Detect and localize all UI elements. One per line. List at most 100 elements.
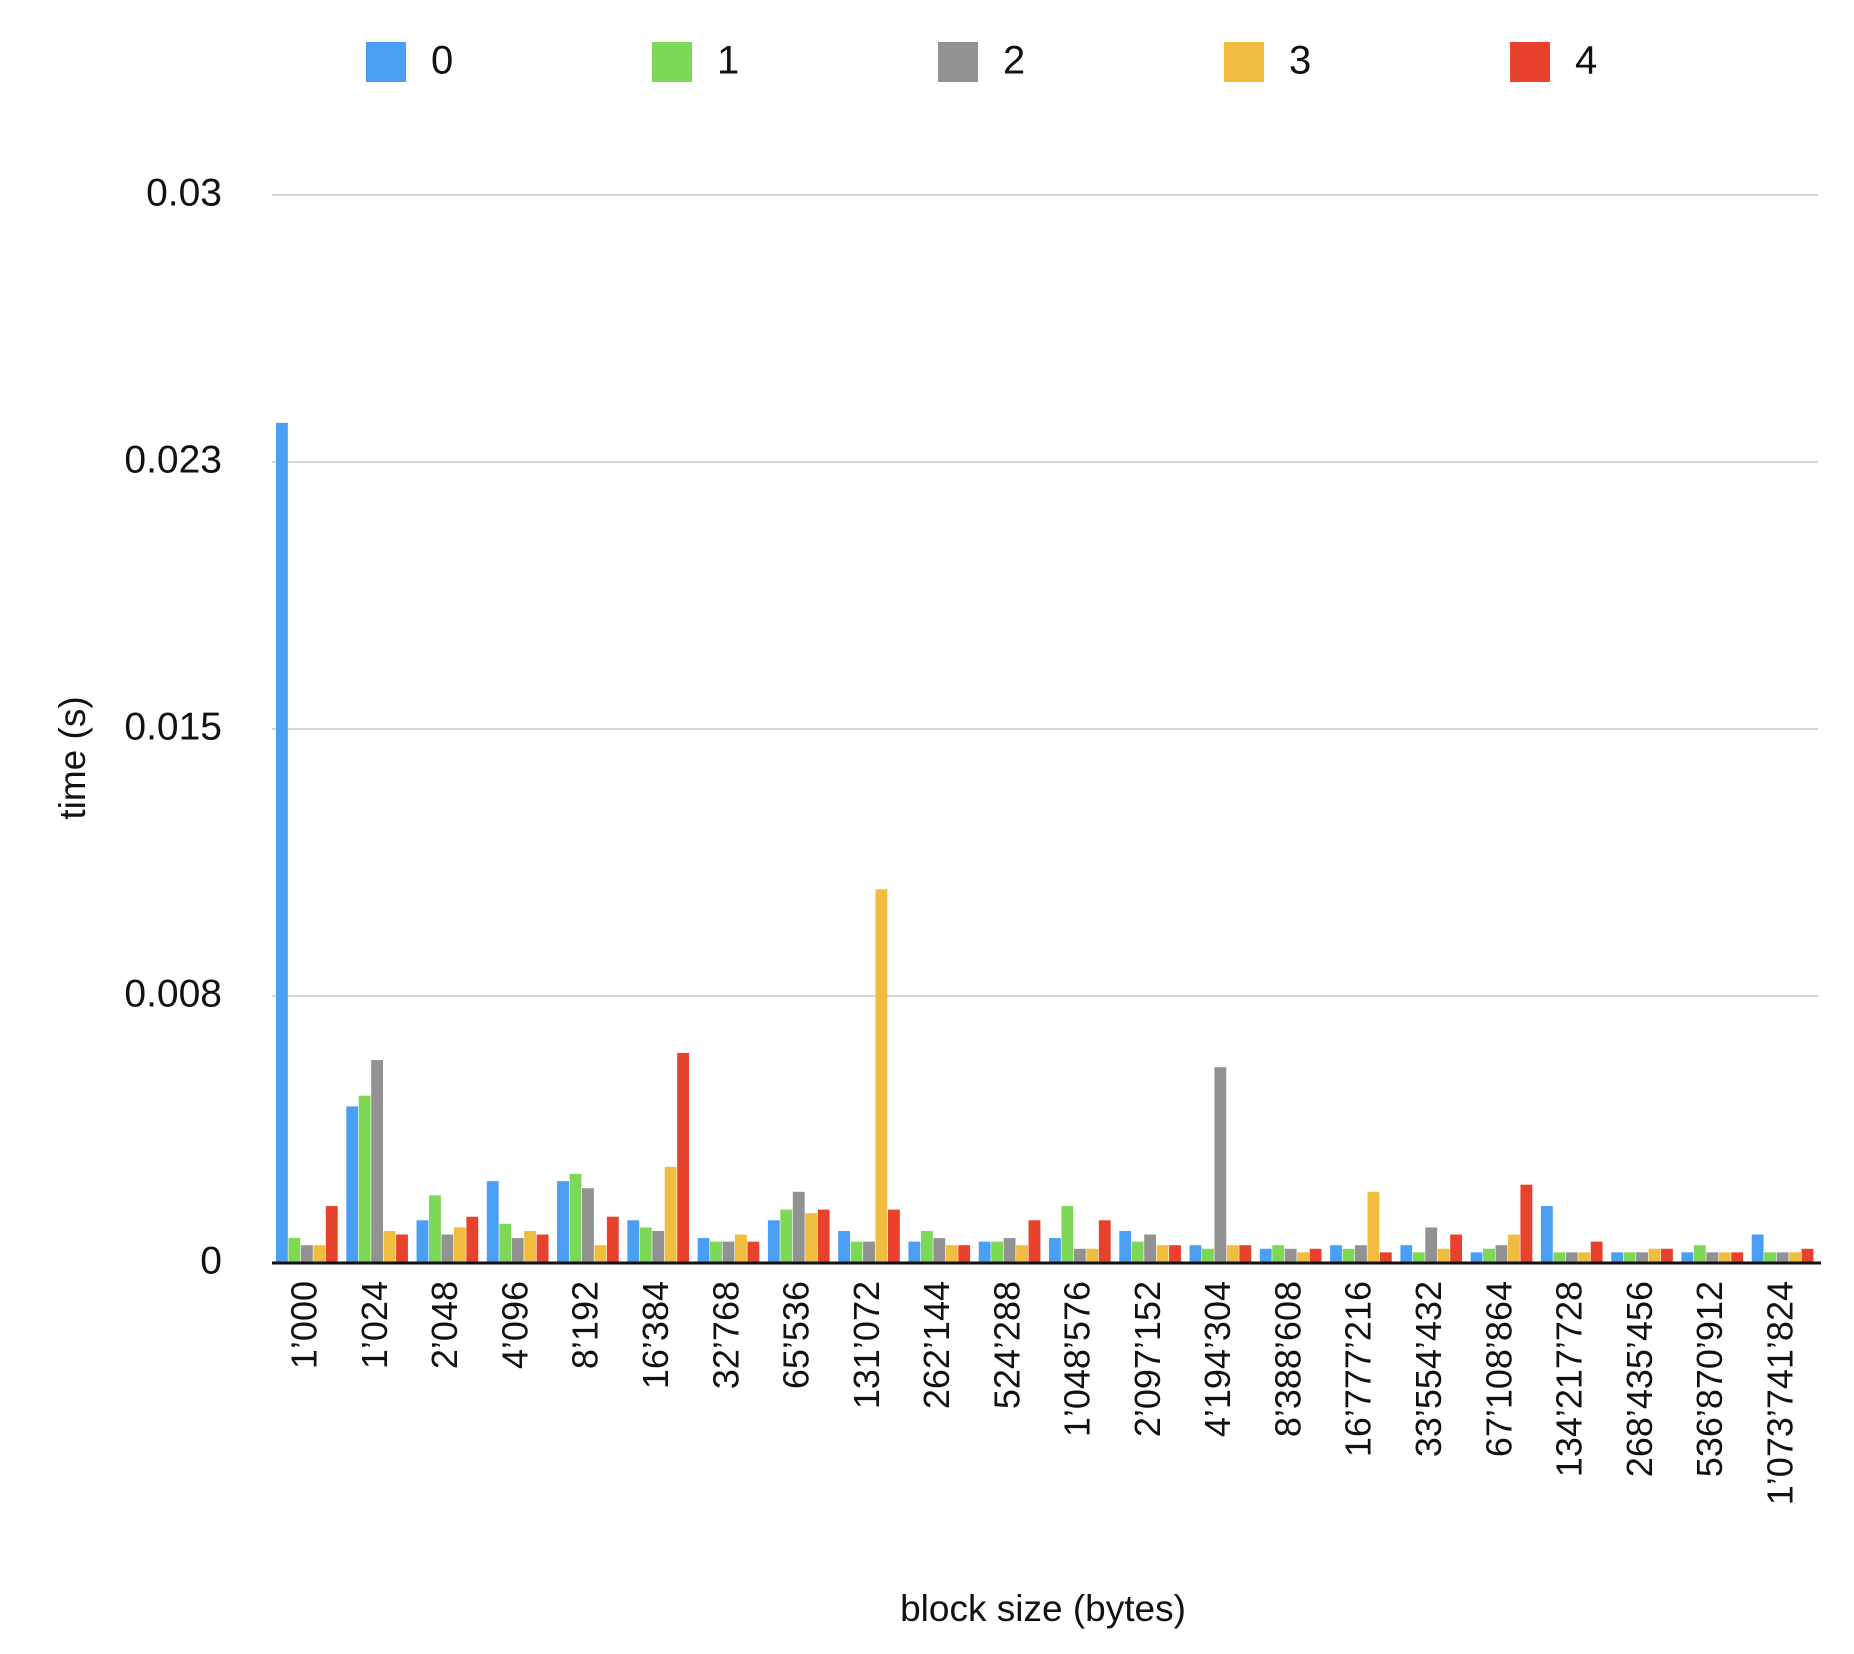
bar xyxy=(358,1095,371,1263)
legend-swatch xyxy=(652,42,692,82)
bar xyxy=(1049,1238,1061,1263)
x-tick-label: 1’000 xyxy=(284,1281,325,1369)
bar xyxy=(1119,1230,1132,1263)
x-tick-label: 134’217’728 xyxy=(1549,1281,1590,1477)
bar xyxy=(1400,1245,1413,1263)
bar xyxy=(767,1220,780,1263)
bar xyxy=(1520,1184,1533,1263)
bar xyxy=(1202,1248,1214,1263)
bar xyxy=(1437,1248,1450,1263)
bar xyxy=(524,1230,537,1263)
bar xyxy=(1342,1248,1355,1263)
bar xyxy=(1284,1248,1297,1263)
bar xyxy=(1131,1241,1144,1263)
bar xyxy=(276,422,288,1264)
x-tick-label: 1’073’741’824 xyxy=(1759,1281,1800,1505)
bar xyxy=(1086,1248,1099,1263)
y-tick-label: 0.015 xyxy=(124,705,222,748)
bar xyxy=(1450,1234,1463,1263)
x-tick-label: 4’096 xyxy=(494,1281,535,1369)
bar xyxy=(1801,1248,1814,1263)
bar xyxy=(313,1245,326,1263)
bar xyxy=(1565,1252,1578,1263)
legend-label: 2 xyxy=(1003,39,1025,83)
bar xyxy=(594,1245,607,1263)
bar xyxy=(557,1181,569,1263)
bar xyxy=(697,1238,710,1263)
bar xyxy=(1789,1252,1801,1263)
bar xyxy=(536,1234,549,1263)
bar xyxy=(1297,1252,1310,1263)
bar xyxy=(1495,1245,1508,1263)
x-tick-label: 2’048 xyxy=(424,1281,465,1369)
bar xyxy=(1578,1252,1591,1263)
bar xyxy=(1681,1252,1694,1263)
bar xyxy=(1226,1245,1239,1263)
bar xyxy=(652,1230,665,1263)
legend-label: 0 xyxy=(431,39,453,83)
bar xyxy=(677,1052,690,1263)
bar xyxy=(1061,1206,1074,1263)
bar xyxy=(1425,1227,1438,1263)
bar xyxy=(664,1166,677,1263)
x-tick-label: 8’192 xyxy=(565,1281,606,1369)
legend-label: 1 xyxy=(717,39,739,83)
x-tick-label: 67’108’864 xyxy=(1478,1281,1519,1457)
bar xyxy=(1764,1252,1777,1263)
bar xyxy=(639,1227,652,1263)
bar xyxy=(416,1220,429,1263)
bar xyxy=(1367,1191,1380,1263)
bar xyxy=(978,1241,991,1263)
gridlines xyxy=(272,194,1818,997)
bar xyxy=(441,1234,454,1263)
bar xyxy=(1355,1245,1367,1263)
y-axis-ticks: 0 0.008 0.015 0.023 0.03 xyxy=(124,171,222,1282)
bar xyxy=(1330,1245,1342,1263)
bar xyxy=(371,1060,384,1263)
bar xyxy=(1098,1220,1111,1263)
x-axis-title: block size (bytes) xyxy=(900,1588,1186,1629)
bar xyxy=(1028,1220,1041,1263)
bar xyxy=(991,1241,1004,1263)
bar xyxy=(1776,1252,1789,1263)
bar xyxy=(722,1241,735,1263)
bar xyxy=(1379,1252,1392,1263)
bars xyxy=(276,422,1814,1264)
bar xyxy=(1470,1252,1483,1263)
x-axis-ticks: 1’000 1’024 2’048 4’096 8’192 16’384 32’768 65’… xyxy=(284,1281,1801,1505)
legend-swatch xyxy=(938,42,978,82)
bar xyxy=(1412,1252,1425,1263)
bar xyxy=(1693,1245,1706,1263)
x-tick-label: 32’768 xyxy=(705,1281,746,1389)
bar xyxy=(1239,1245,1252,1263)
bar xyxy=(1590,1241,1603,1263)
bar xyxy=(1508,1234,1520,1263)
x-tick-label: 65’536 xyxy=(776,1281,817,1389)
bar xyxy=(1309,1248,1322,1263)
bar xyxy=(735,1234,747,1263)
bar xyxy=(908,1241,921,1263)
bar xyxy=(466,1216,479,1263)
bar xyxy=(346,1106,359,1263)
x-tick-label: 131’072 xyxy=(846,1281,887,1409)
y-axis-title: time (s) xyxy=(52,696,93,819)
x-tick-label: 8’388’608 xyxy=(1267,1281,1308,1437)
bar xyxy=(1016,1245,1028,1263)
y-tick-label: 0.03 xyxy=(146,171,222,214)
x-tick-label: 16’384 xyxy=(635,1281,676,1389)
legend: 0 1 2 3 4 xyxy=(366,39,1597,83)
x-tick-label: 1’048’576 xyxy=(1057,1281,1098,1437)
bar xyxy=(1189,1245,1202,1263)
bar xyxy=(1073,1248,1086,1263)
x-tick-label: 33’554’432 xyxy=(1408,1281,1449,1457)
bar xyxy=(1636,1252,1648,1263)
bar xyxy=(288,1238,301,1263)
bar xyxy=(1214,1067,1227,1263)
bar xyxy=(1623,1252,1636,1263)
bar xyxy=(710,1241,722,1263)
x-tick-label: 536’870’912 xyxy=(1689,1281,1730,1477)
bar xyxy=(1540,1206,1553,1263)
bar xyxy=(300,1245,313,1263)
bar xyxy=(945,1245,958,1263)
bar xyxy=(1144,1234,1157,1263)
